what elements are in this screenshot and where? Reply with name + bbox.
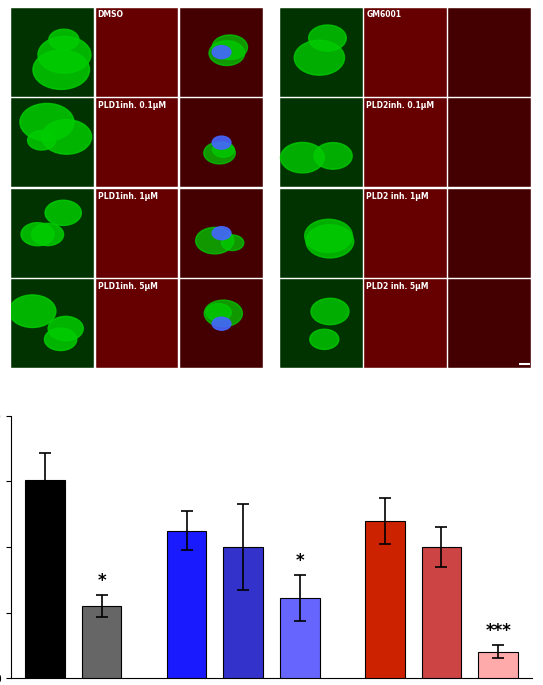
Circle shape [212, 136, 231, 149]
FancyBboxPatch shape [180, 279, 263, 369]
FancyBboxPatch shape [449, 188, 531, 277]
FancyBboxPatch shape [449, 188, 531, 277]
FancyBboxPatch shape [449, 279, 531, 369]
FancyBboxPatch shape [11, 98, 94, 187]
Text: PLD1inh. 0.1μM: PLD1inh. 0.1μM [98, 101, 166, 110]
FancyBboxPatch shape [449, 98, 531, 187]
Circle shape [204, 142, 235, 164]
Circle shape [311, 298, 349, 325]
FancyBboxPatch shape [364, 188, 447, 277]
FancyBboxPatch shape [11, 188, 94, 277]
Circle shape [45, 328, 77, 351]
Circle shape [209, 41, 244, 66]
Circle shape [305, 219, 352, 253]
Text: GM6001: GM6001 [366, 10, 401, 19]
Bar [478, 652, 518, 678]
Text: PLD1inh. 5μM: PLD1inh. 5μM [98, 282, 157, 291]
FancyBboxPatch shape [180, 98, 263, 187]
FancyBboxPatch shape [280, 98, 363, 187]
Text: PLD2inh. 0.1μM: PLD2inh. 0.1μM [366, 101, 434, 110]
Bar [223, 547, 263, 678]
FancyBboxPatch shape [11, 8, 94, 97]
FancyBboxPatch shape [280, 279, 363, 369]
FancyBboxPatch shape [449, 8, 531, 97]
Bar [422, 547, 462, 678]
FancyBboxPatch shape [96, 98, 178, 187]
FancyBboxPatch shape [280, 188, 363, 277]
FancyBboxPatch shape [180, 8, 263, 97]
FancyBboxPatch shape [364, 98, 447, 187]
Bar [280, 598, 320, 678]
FancyBboxPatch shape [11, 279, 94, 369]
Bar [167, 531, 206, 678]
Circle shape [212, 227, 231, 240]
FancyBboxPatch shape [449, 279, 531, 369]
Circle shape [31, 223, 64, 246]
Circle shape [294, 40, 344, 75]
FancyBboxPatch shape [364, 98, 447, 187]
Circle shape [45, 200, 81, 225]
FancyBboxPatch shape [180, 98, 263, 187]
Circle shape [308, 25, 346, 51]
Circle shape [212, 142, 234, 158]
FancyBboxPatch shape [96, 188, 178, 277]
FancyBboxPatch shape [180, 279, 263, 369]
Text: ***: *** [485, 623, 511, 640]
Circle shape [48, 316, 83, 340]
Circle shape [206, 303, 231, 321]
Circle shape [204, 300, 242, 327]
Bar [81, 606, 121, 678]
Bar [365, 521, 405, 678]
FancyBboxPatch shape [96, 8, 178, 97]
Circle shape [38, 36, 91, 73]
FancyBboxPatch shape [364, 279, 447, 369]
FancyBboxPatch shape [96, 188, 178, 277]
FancyBboxPatch shape [364, 188, 447, 277]
Circle shape [222, 235, 244, 251]
Text: PLD1inh. 1μM: PLD1inh. 1μM [98, 192, 157, 201]
FancyBboxPatch shape [96, 8, 178, 97]
Circle shape [212, 46, 231, 59]
FancyBboxPatch shape [180, 188, 263, 277]
Circle shape [281, 142, 324, 173]
Circle shape [212, 35, 248, 60]
Circle shape [9, 295, 56, 327]
FancyBboxPatch shape [449, 98, 531, 187]
Circle shape [33, 50, 90, 90]
FancyBboxPatch shape [449, 8, 531, 97]
Circle shape [20, 103, 74, 141]
Circle shape [21, 223, 54, 246]
Circle shape [314, 142, 352, 169]
Circle shape [306, 225, 353, 258]
FancyBboxPatch shape [280, 8, 363, 97]
Bar [25, 479, 65, 678]
Circle shape [42, 120, 92, 154]
FancyBboxPatch shape [180, 188, 263, 277]
Text: DMSO: DMSO [98, 10, 124, 19]
FancyBboxPatch shape [96, 98, 178, 187]
FancyBboxPatch shape [96, 279, 178, 369]
Circle shape [28, 131, 55, 150]
Text: PLD2 inh. 1μM: PLD2 inh. 1μM [366, 192, 429, 201]
FancyBboxPatch shape [364, 8, 447, 97]
FancyBboxPatch shape [364, 279, 447, 369]
FancyBboxPatch shape [180, 8, 263, 97]
Circle shape [195, 227, 233, 254]
Circle shape [212, 317, 231, 330]
Text: a: a [5, 0, 17, 3]
Circle shape [310, 329, 339, 349]
Text: *: * [295, 552, 304, 570]
Text: PLD2 inh. 5μM: PLD2 inh. 5μM [366, 282, 429, 291]
Text: *: * [97, 571, 106, 590]
FancyBboxPatch shape [364, 8, 447, 97]
Circle shape [49, 29, 79, 50]
FancyBboxPatch shape [96, 279, 178, 369]
